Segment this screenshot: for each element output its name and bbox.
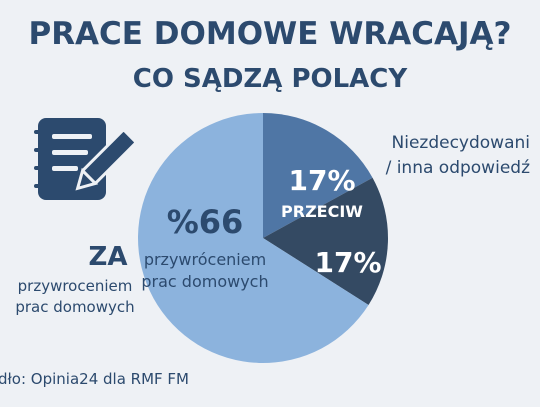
legend-nd-line-1: Niezdecydowani	[391, 133, 531, 153]
slice-value-label-niezdecydowani: 17%	[314, 246, 381, 279]
slice-desc-line-1: przywróceniem	[144, 250, 266, 269]
page-subtitle: CO SĄDZĄ POLACY	[132, 64, 408, 94]
slice-niezdecydowani	[263, 177, 388, 305]
page-title: PRACE DOMOWE WRACAJĄ?	[28, 16, 512, 52]
source-note: dło: Opinia24 dla RMF FM	[0, 370, 189, 388]
inner-labels: %66 przywróceniem prac domowych 17% PRZE…	[141, 164, 381, 291]
legend-label-niezdecydowani: Niezdecydowani / inna odpowiedź	[355, 131, 530, 181]
legend-label-za: ZA	[88, 242, 128, 272]
notepad-pen-icon	[34, 118, 137, 200]
legend-desc-za-line-2: prac domowych	[15, 298, 135, 316]
legend-nd-line-2: / inna odpowiedź	[385, 158, 530, 178]
slice-value-label-przeciw: 17%	[288, 164, 355, 197]
legend-desc-za: przywroceniem prac domowych	[10, 276, 140, 318]
slice-za	[138, 113, 369, 364]
legend-desc-za-line-1: przywroceniem	[17, 277, 133, 295]
slice-value-label-za: %66	[167, 203, 244, 241]
slice-label-przeciw: PRZECIW	[281, 202, 363, 221]
slice-przeciw	[263, 113, 373, 238]
slice-desc-line-2: prac domowych	[141, 272, 268, 291]
